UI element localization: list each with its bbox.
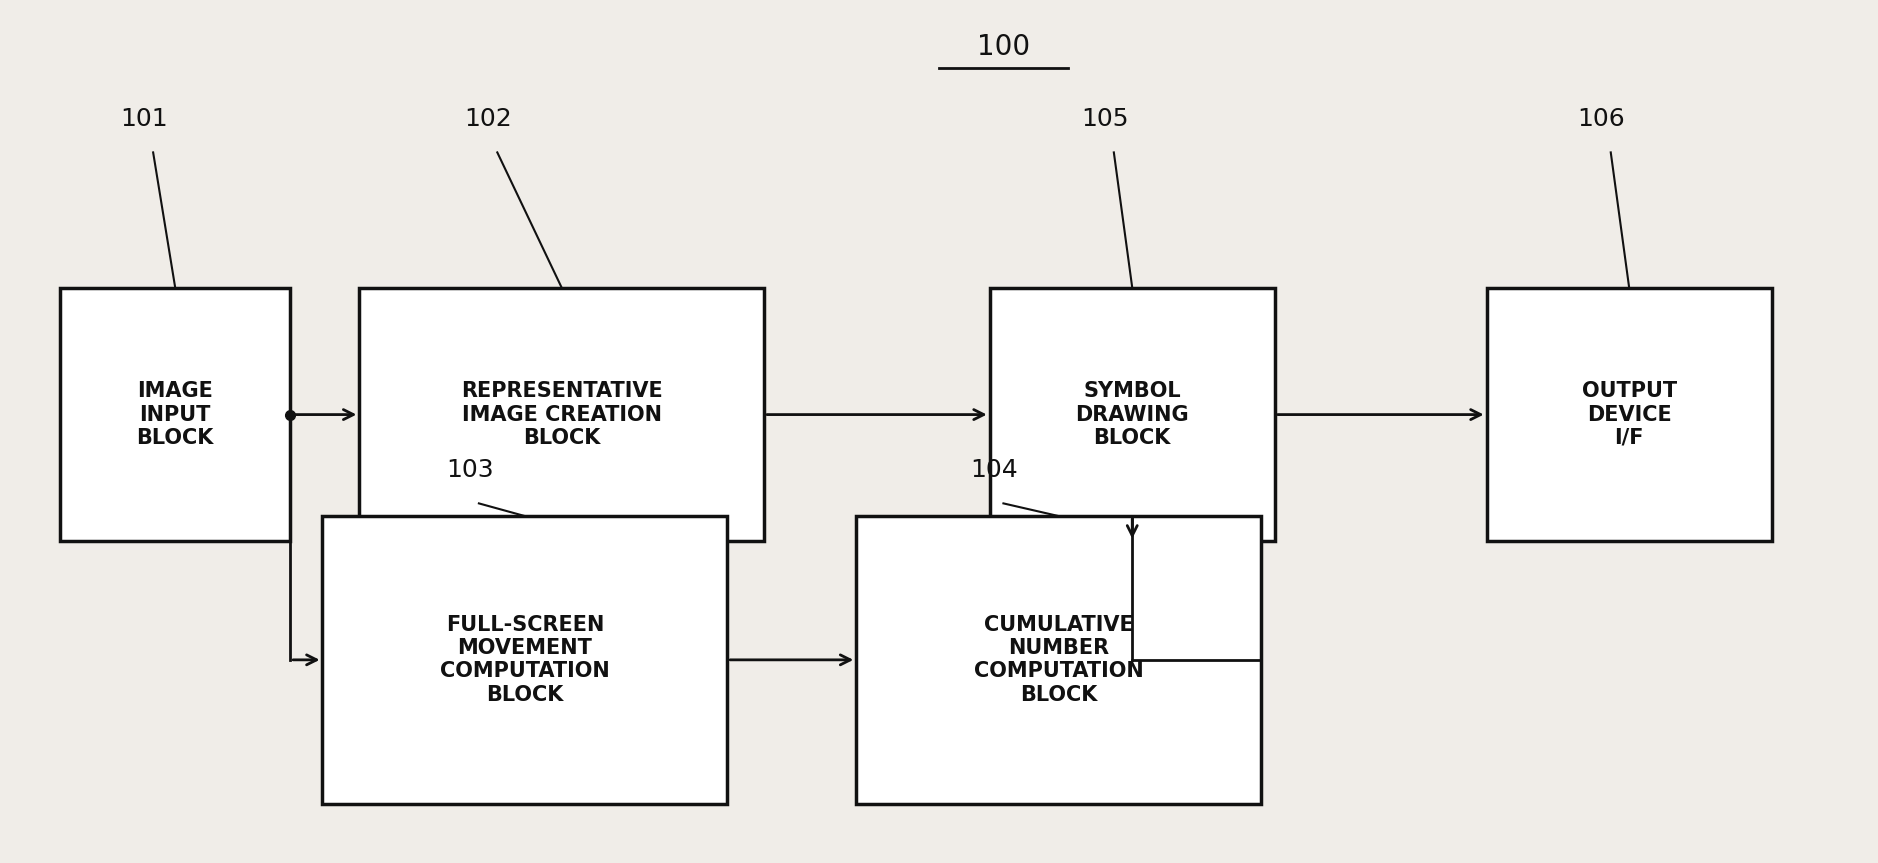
Text: IMAGE
INPUT
BLOCK: IMAGE INPUT BLOCK <box>137 381 214 448</box>
Bar <box>60 287 291 541</box>
Text: FULL-SCREEN
MOVEMENT
COMPUTATION
BLOCK: FULL-SCREEN MOVEMENT COMPUTATION BLOCK <box>439 615 610 705</box>
Text: 101: 101 <box>120 107 167 131</box>
Text: 106: 106 <box>1578 107 1626 131</box>
Text: 105: 105 <box>1082 107 1129 131</box>
Bar <box>856 516 1262 803</box>
Bar <box>323 516 727 803</box>
Text: 104: 104 <box>971 458 1018 482</box>
Text: OUTPUT
DEVICE
I/F: OUTPUT DEVICE I/F <box>1581 381 1677 448</box>
Bar <box>1487 287 1771 541</box>
Bar <box>359 287 764 541</box>
Text: SYMBOL
DRAWING
BLOCK: SYMBOL DRAWING BLOCK <box>1076 381 1189 448</box>
Text: 100: 100 <box>977 33 1029 60</box>
Text: 103: 103 <box>445 458 494 482</box>
Bar <box>990 287 1275 541</box>
Text: CUMULATIVE
NUMBER
COMPUTATION
BLOCK: CUMULATIVE NUMBER COMPUTATION BLOCK <box>975 615 1144 705</box>
Text: REPRESENTATIVE
IMAGE CREATION
BLOCK: REPRESENTATIVE IMAGE CREATION BLOCK <box>460 381 663 448</box>
Text: 102: 102 <box>464 107 513 131</box>
